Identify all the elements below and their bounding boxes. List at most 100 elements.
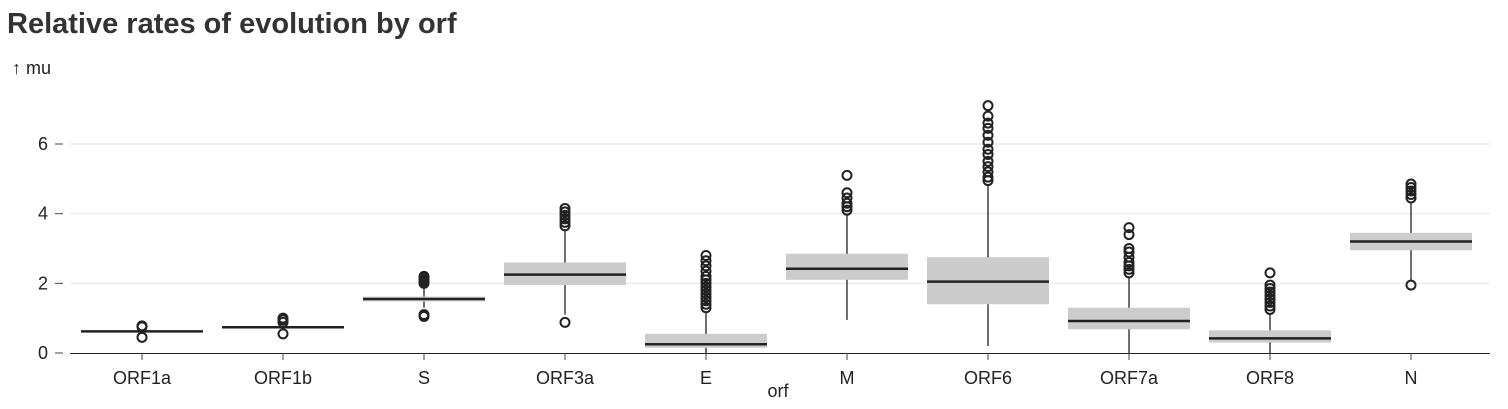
outlier-point [1264,279,1276,291]
outlier-point [841,169,853,181]
outlier-point [982,148,994,160]
outlier-point [1123,267,1135,279]
box-m [786,169,908,320]
outlier-point [136,331,148,343]
outlier-point [418,270,430,282]
y-tick-label: 4 [38,204,48,224]
x-tick-label: ORF6 [964,368,1012,388]
outlier-point [700,260,712,272]
box-body [1068,307,1190,330]
x-tick-label: ORF1a [113,368,172,388]
outlier-point [700,295,712,307]
outlier-point [1405,189,1417,201]
y-tick-label: 0 [38,343,48,363]
outlier-point [1123,256,1135,268]
x-tick-label: ORF3a [536,368,595,388]
x-tick-label: E [700,368,712,388]
x-axis-label: orf [767,381,789,401]
x-tick-label: ORF7a [1100,368,1159,388]
box-orf3a [504,202,626,328]
outlier-point [982,100,994,112]
outlier-point [982,122,994,134]
outlier-point [1405,185,1417,197]
outlier-point [1123,263,1135,275]
outlier-point [277,312,289,324]
outlier-point [559,206,571,218]
box-s [363,270,485,322]
outlier-point [559,202,571,214]
outlier-point [1405,279,1417,291]
box-orf1b [222,312,344,340]
box-body [786,253,908,280]
box-n [1350,178,1472,291]
x-tick-label: M [840,368,855,388]
outlier-point [982,117,994,129]
box-orf1a [81,320,203,343]
outlier-point [700,298,712,310]
outlier-point [559,216,571,228]
outlier-point [700,288,712,300]
outlier-point [700,291,712,303]
outlier-point [1264,290,1276,302]
outlier-point [1264,267,1276,279]
outlier-point [700,255,712,267]
outlier-point [841,192,853,204]
outlier-point [559,316,571,328]
outlier-point [1264,286,1276,298]
axis-layer: orf 0 2 4 6 ORF1a ORF1b S ORF3a E M ORF6 ORF7a ORF8 N [38,134,1490,401]
outlier-point [841,204,853,216]
outlier-point [982,136,994,148]
outlier-point [1405,192,1417,204]
y-tick-label: 2 [38,273,48,293]
outlier-point [1123,243,1135,254]
box-layer [81,100,1472,353]
outlier-point [1123,229,1135,241]
outlier-point [1405,182,1417,194]
outlier-point [1264,296,1276,308]
outlier-point [559,213,571,225]
outlier-point [559,220,571,232]
outlier-point [1405,178,1417,190]
outlier-point [1264,293,1276,305]
box-orf6 [927,100,1049,347]
box-body [1209,330,1331,343]
outlier-point [418,309,430,321]
outlier-point [700,265,712,277]
outlier-point [982,161,994,173]
outlier-point [700,270,712,282]
x-tick-label: ORF1b [254,368,312,388]
outlier-point [1264,300,1276,312]
outlier-point [277,328,289,340]
outlier-point [136,320,148,332]
outlier-point [982,166,994,178]
outlier-point [982,155,994,167]
chart-title: Relative rates of evolution by orf [7,8,457,40]
outlier-point [982,171,994,183]
outlier-point [700,302,712,314]
outlier-point [1264,303,1276,315]
grid-layer [70,143,1490,285]
y-tick-label: 6 [38,134,48,154]
outlier-point [982,110,994,122]
outlier-point [700,277,712,289]
outlier-point [1123,246,1135,258]
x-tick-label: N [1405,368,1418,388]
y-axis-label: ↑ mu [12,58,52,78]
box-orf7a [1068,222,1190,353]
box-body [645,333,767,348]
x-tick-label: S [418,368,430,388]
outlier-point [700,281,712,293]
outlier-point [700,249,712,261]
outlier-point [982,129,994,141]
x-tick-label: ORF8 [1246,368,1294,388]
outlier-point [1123,222,1135,234]
outlier-point [982,143,994,155]
box-orf8 [1209,267,1331,353]
outlier-point [1264,283,1276,295]
outlier-point [841,197,853,209]
outlier-point [559,209,571,221]
outlier-point [700,284,712,296]
outlier-point [841,187,853,199]
box-e [645,249,767,353]
